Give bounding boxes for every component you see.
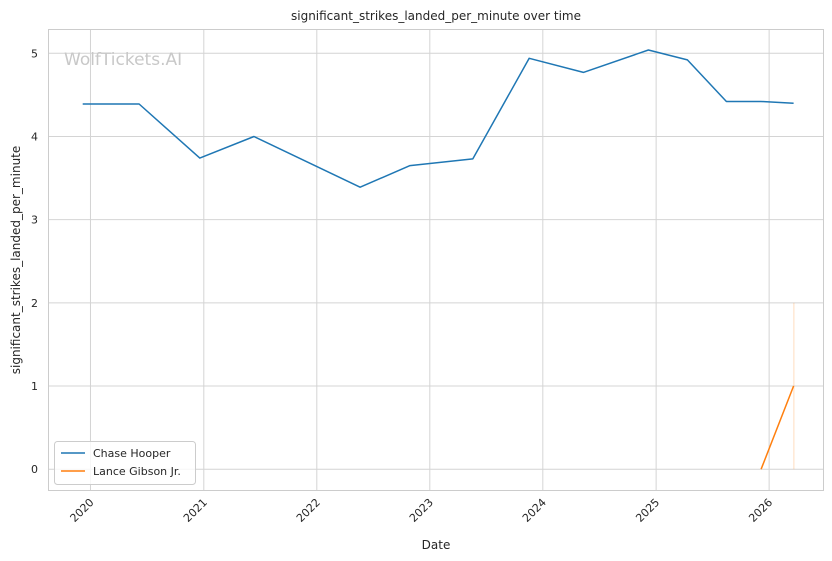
x-axis-label: Date xyxy=(422,538,451,552)
x-tick-label: 2022 xyxy=(294,496,323,525)
x-tick-label: 2025 xyxy=(633,496,662,525)
series-line-chase-hooper xyxy=(82,49,794,188)
watermark: WolfTickets.AI xyxy=(64,50,182,70)
chart-title: significant_strikes_landed_per_minute ov… xyxy=(291,9,581,23)
legend-label-chase-hooper: Chase Hooper xyxy=(93,447,171,460)
x-tick-label: 2020 xyxy=(68,496,97,525)
y-tick-label: 5 xyxy=(31,47,38,60)
x-tick-label: 2021 xyxy=(181,496,210,525)
plot-frame xyxy=(48,29,824,491)
y-tick-label: 1 xyxy=(31,380,38,393)
y-tick-label: 3 xyxy=(31,214,38,227)
confidence-band-lance-gibson-jr xyxy=(793,302,795,470)
y-tick-label: 4 xyxy=(31,130,38,143)
legend: Chase Hooper Lance Gibson Jr. xyxy=(54,441,196,485)
x-tick-label: 2023 xyxy=(407,496,436,525)
grid xyxy=(49,30,823,490)
y-tick-label: 0 xyxy=(31,463,38,476)
series-layer xyxy=(82,49,795,470)
x-tick-label: 2026 xyxy=(746,496,775,525)
legend-box xyxy=(54,441,196,485)
y-axis-label: significant_strikes_landed_per_minute xyxy=(9,146,23,375)
x-tick-label: 2024 xyxy=(520,496,549,525)
series-line-lance-gibson-jr xyxy=(760,385,795,470)
y-tick-label: 2 xyxy=(31,297,38,310)
legend-label-lance-gibson: Lance Gibson Jr. xyxy=(93,465,181,478)
